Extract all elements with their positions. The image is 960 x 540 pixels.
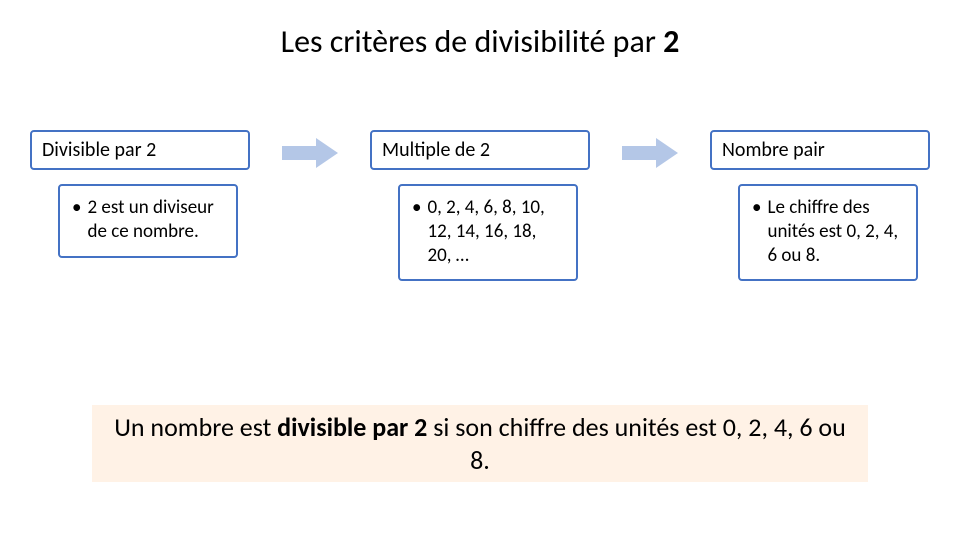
block-0: Divisible par 2 •2 est un diviseur de ce… [30, 130, 250, 258]
title-bold: 2 [663, 22, 679, 61]
block-1-detail-text: 0, 2, 4, 6, 8, 10, 12, 14, 16, 18, 20, … [427, 196, 564, 267]
arrow-shape [282, 138, 338, 168]
block-2-header: Nombre pair [710, 130, 930, 170]
summary-box: Un nombre est divisible par 2 si son chi… [92, 405, 868, 482]
summary-p2: si son chiffre des unités est 0, 2, 4, 6… [427, 411, 845, 476]
summary-p1: Un nombre est [114, 411, 277, 443]
title-prefix: Les critères de divisibilité par [281, 22, 664, 61]
arrow-icon [282, 138, 338, 168]
arrow-0 [280, 130, 340, 168]
block-1-detail: •0, 2, 4, 6, 8, 10, 12, 14, 16, 18, 20, … [398, 184, 578, 281]
slide-title: Les critères de divisibilité par 2 [0, 22, 960, 61]
summary-b1: divisible par 2 [277, 411, 427, 443]
block-1: Multiple de 2 •0, 2, 4, 6, 8, 10, 12, 14… [370, 130, 590, 281]
block-0-header: Divisible par 2 [30, 130, 250, 170]
block-2: Nombre pair •Le chiffre des unités est 0… [710, 130, 930, 281]
block-0-detail: •2 est un diviseur de ce nombre. [58, 184, 238, 258]
arrow-shape [622, 138, 678, 168]
block-2-detail-text: Le chiffre des unités est 0, 2, 4, 6 ou … [767, 196, 904, 267]
arrow-1 [620, 130, 680, 168]
block-0-detail-text: 2 est un diviseur de ce nombre. [87, 196, 224, 244]
block-2-detail: •Le chiffre des unités est 0, 2, 4, 6 ou… [738, 184, 918, 281]
block-1-header: Multiple de 2 [370, 130, 590, 170]
arrow-icon [622, 138, 678, 168]
flow-row: Divisible par 2 •2 est un diviseur de ce… [30, 130, 930, 281]
